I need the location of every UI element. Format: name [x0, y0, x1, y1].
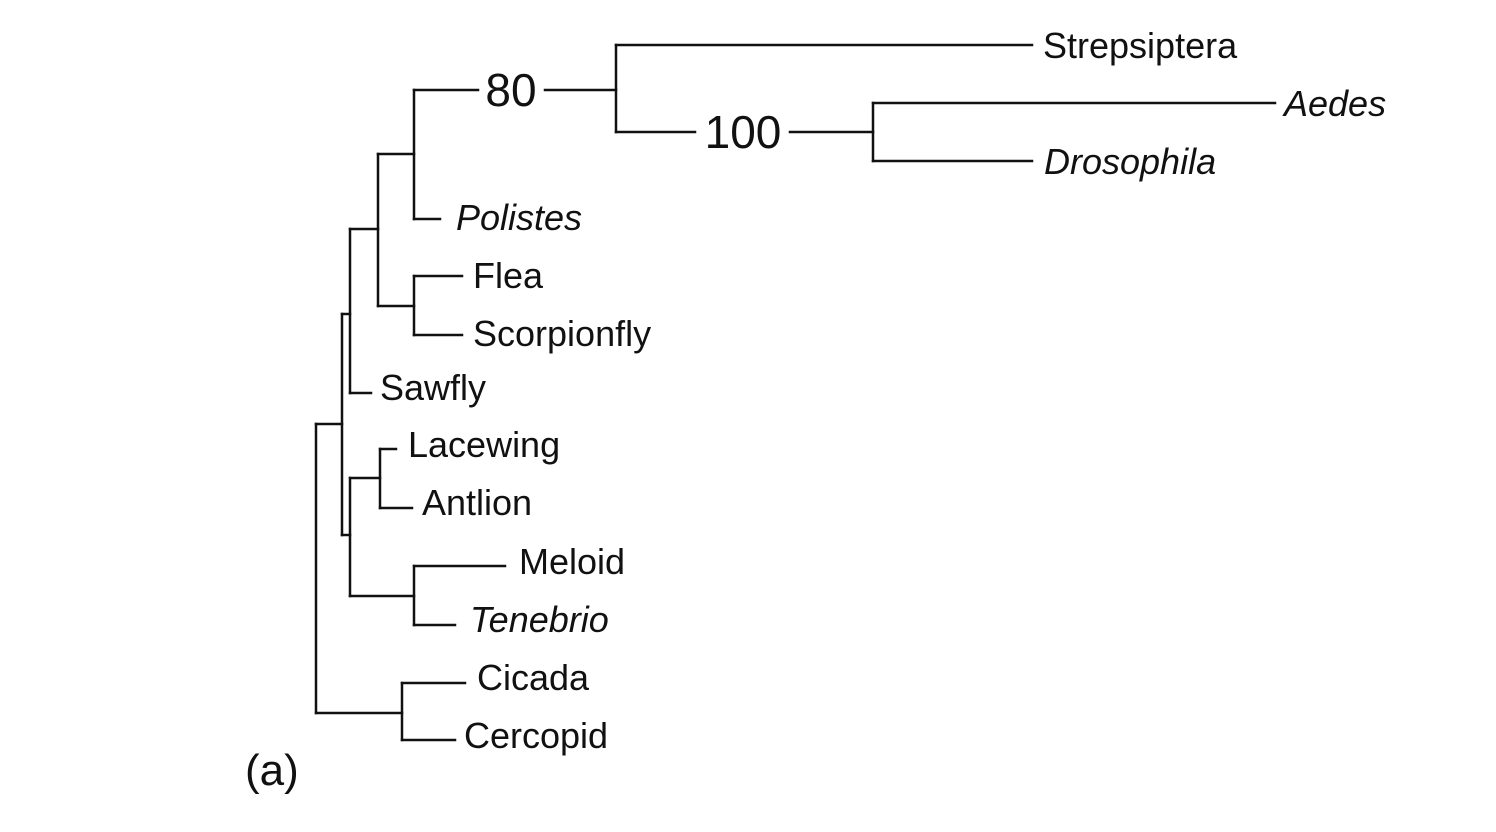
- taxon-label-tenebrio: Tenebrio: [470, 599, 609, 640]
- taxon-label-sawfly: Sawfly: [380, 367, 486, 408]
- support-value-100: 100: [705, 106, 782, 158]
- taxon-label-meloid: Meloid: [519, 541, 625, 582]
- taxon-label-strepsiptera: Strepsiptera: [1043, 25, 1238, 66]
- taxon-label-scorpionfly: Scorpionfly: [473, 313, 651, 354]
- taxon-label-drosophila: Drosophila: [1044, 141, 1216, 182]
- taxon-label-polistes: Polistes: [456, 197, 582, 238]
- taxon-label-flea: Flea: [473, 255, 544, 296]
- support-value-80: 80: [485, 64, 536, 116]
- taxon-label-aedes: Aedes: [1282, 83, 1386, 124]
- panel-label: (a): [245, 746, 299, 795]
- taxon-label-cicada: Cicada: [477, 657, 590, 698]
- taxon-label-antlion: Antlion: [422, 482, 532, 523]
- taxon-label-cercopid: Cercopid: [464, 715, 608, 756]
- taxon-label-lacewing: Lacewing: [408, 424, 560, 465]
